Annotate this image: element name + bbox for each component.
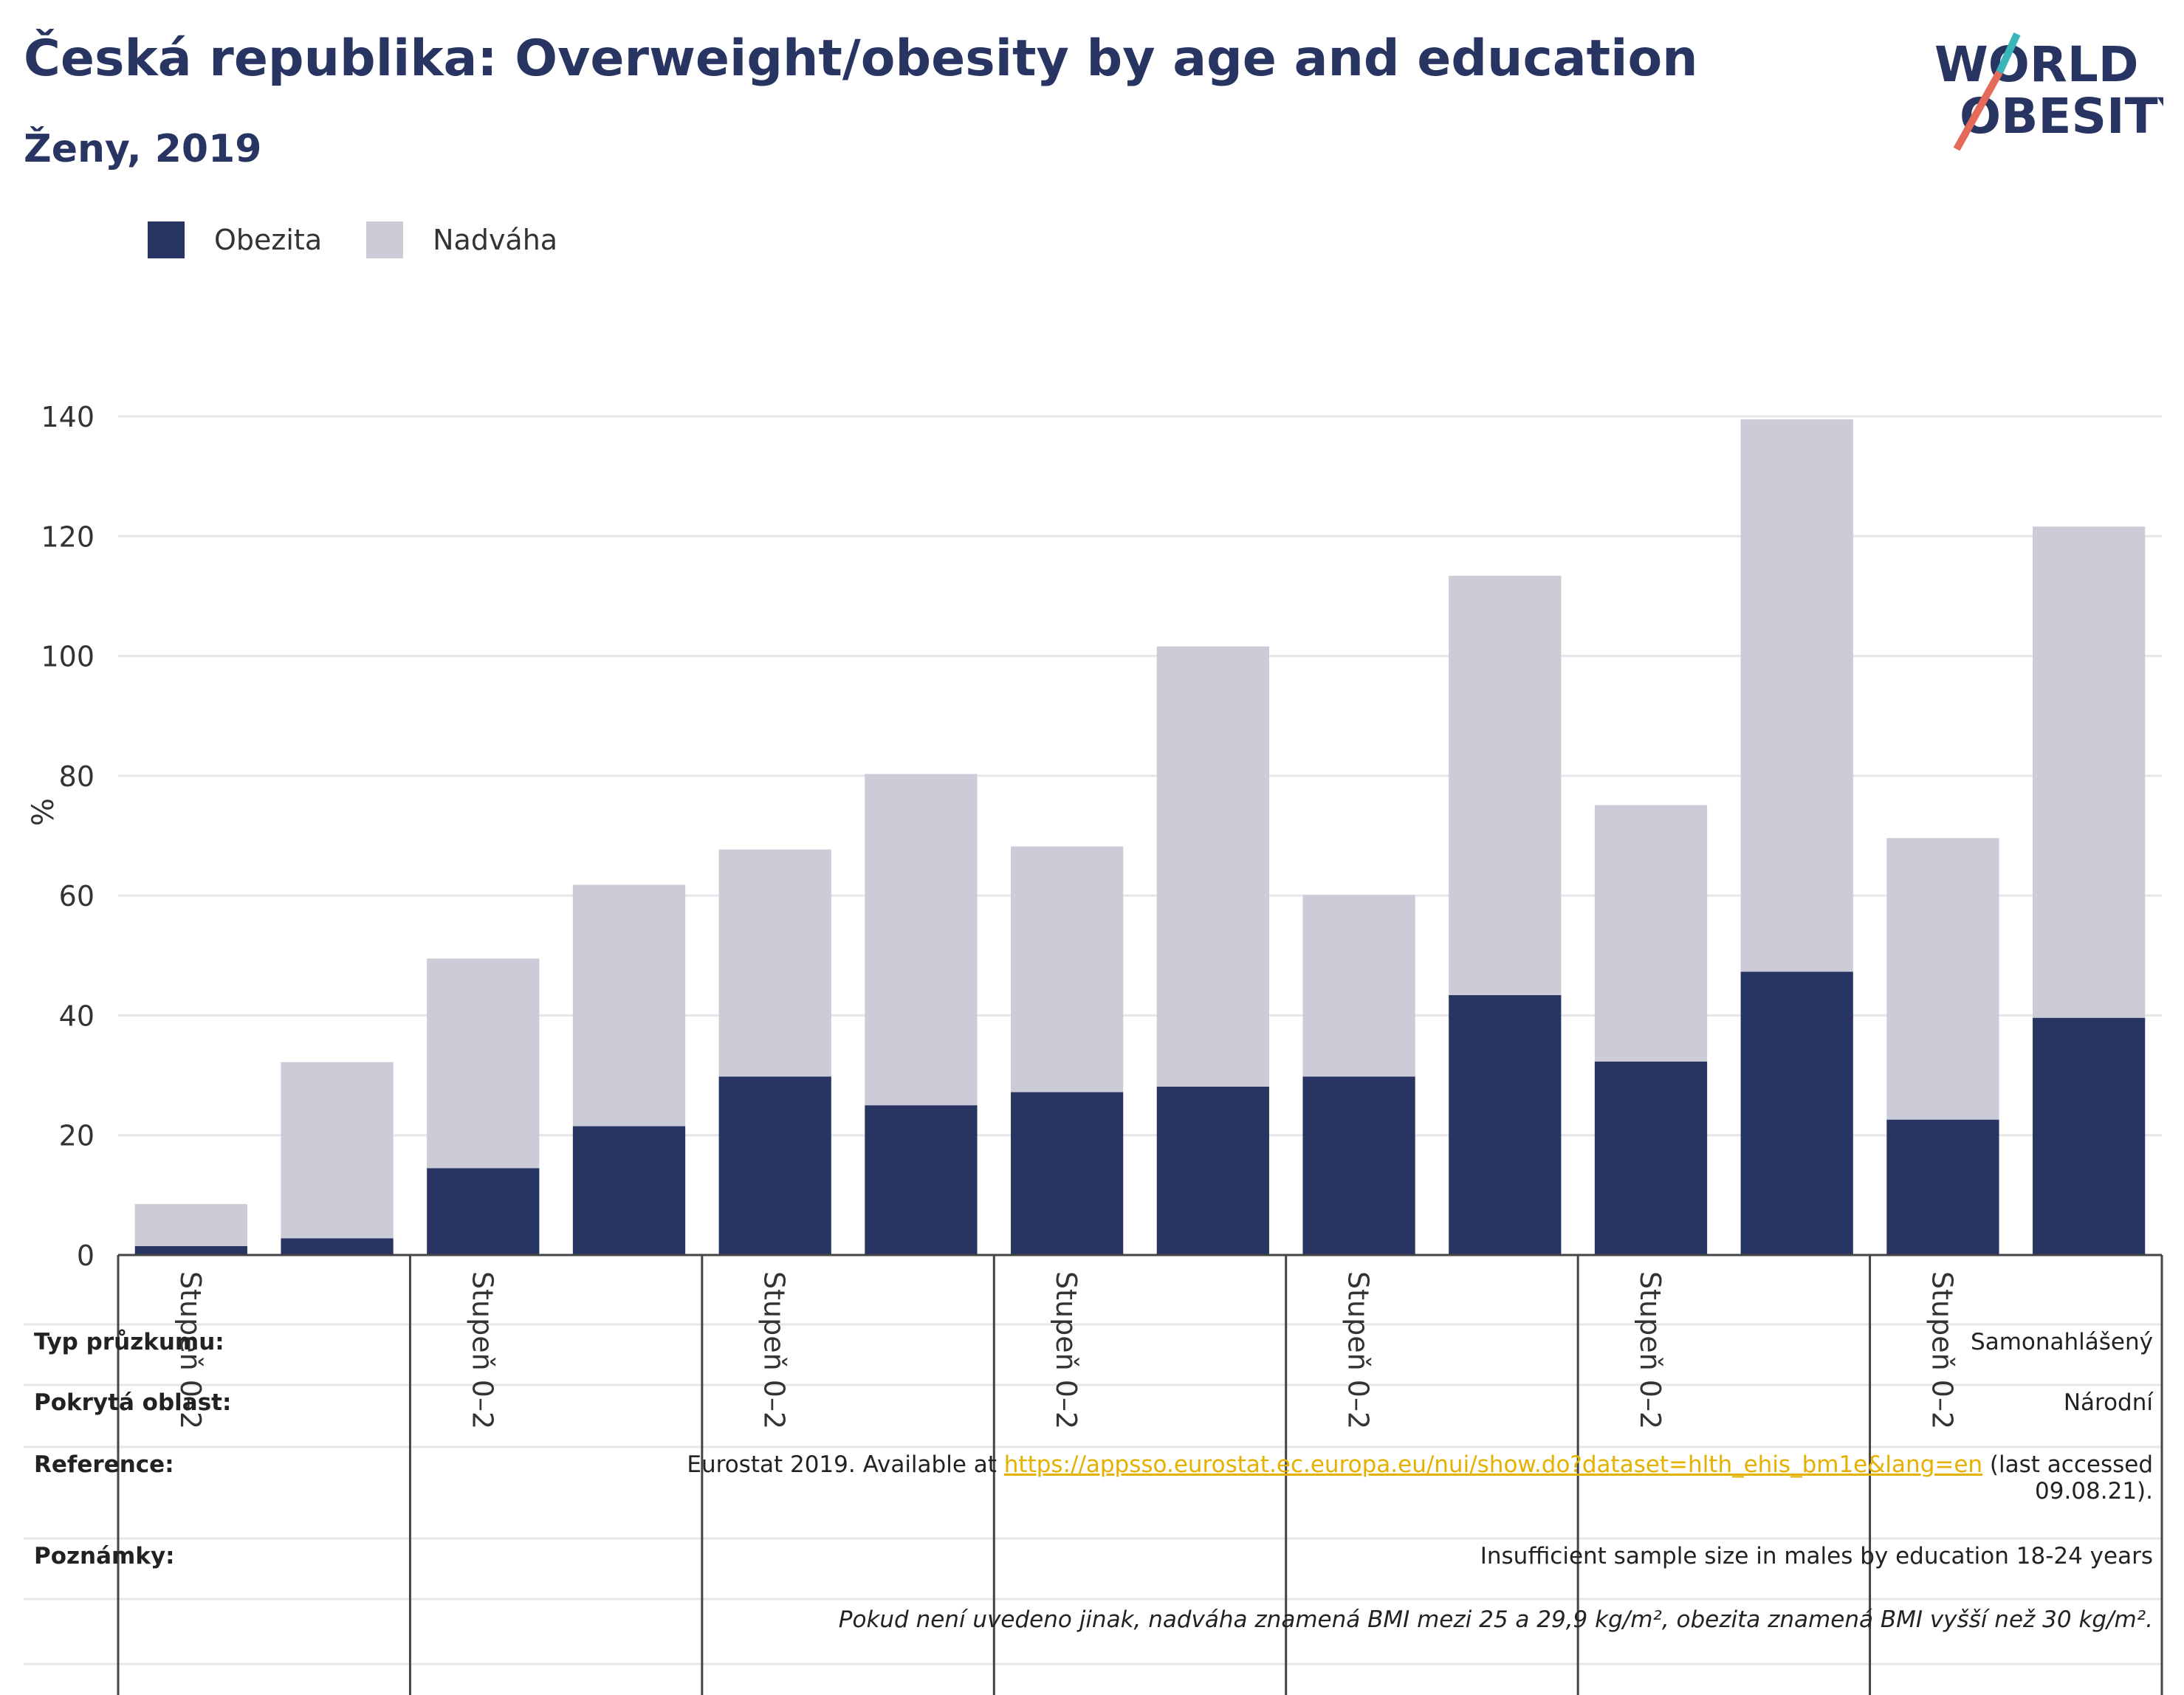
y-tick-label: 60	[59, 880, 95, 912]
bar-obesity	[1740, 972, 1853, 1255]
definition-note: Pokud není uvedeno jinak, nadváha znamen…	[838, 1606, 2153, 1633]
legend-label-overweight: Nadváha	[433, 224, 558, 256]
legend-swatch-obesity	[148, 221, 185, 258]
bar-overweight	[1302, 895, 1415, 1077]
legend-label-obesity: Obezita	[214, 224, 323, 256]
logo-teal-slash	[1996, 32, 2021, 75]
axes: 0 20 40 60 80 100 120 140 Stupeň 0–2 Stupeň 0–2 St…	[41, 401, 2163, 1695]
y-axis-label: %	[27, 798, 61, 826]
x-group-label: Stupeň 0–2	[174, 1271, 207, 1429]
bar-obesity	[427, 1168, 540, 1255]
survey-type-value: Samonahlášený	[1971, 1329, 2153, 1355]
bar-obesity	[134, 1245, 247, 1255]
y-tick-label: 80	[59, 760, 95, 793]
x-group-label: Stupeň 0–2	[1050, 1271, 1082, 1429]
bar-obesity	[1594, 1061, 1708, 1255]
x-group-label: Stupeň 0–2	[1342, 1271, 1375, 1429]
y-tick-label: 40	[59, 1000, 95, 1032]
bar-obesity	[718, 1076, 831, 1255]
bar-obesity	[1011, 1092, 1124, 1255]
bar-obesity	[1886, 1119, 1999, 1255]
area-value: Národní	[2063, 1389, 2153, 1416]
notes-value: Insufficient sample size in males by edu…	[1480, 1543, 2153, 1569]
y-tick-label: 140	[41, 401, 95, 433]
reference-prefix: Eurostat 2019. Available at	[687, 1451, 997, 1478]
chart-legend: Obezita Nadváha	[148, 221, 602, 258]
chart-subtitle: Ženy, 2019	[24, 127, 262, 171]
bar-overweight	[572, 884, 686, 1127]
x-group-label: Stupeň 0–2	[1634, 1271, 1666, 1429]
bar-obesity	[2033, 1017, 2146, 1255]
bar-overweight	[1740, 419, 1853, 972]
reference-suffix: (last accessed	[1989, 1451, 2153, 1478]
area-label: Pokrytá oblast:	[34, 1389, 232, 1416]
bar-overweight	[1011, 846, 1124, 1093]
bar-overweight	[1594, 805, 1708, 1062]
legend-swatch-overweight	[366, 221, 404, 258]
x-group-label: Stupeň 0–2	[758, 1271, 791, 1429]
bar-overweight	[134, 1204, 247, 1246]
notes-label: Poznámky:	[34, 1543, 175, 1569]
bar-obesity	[1302, 1076, 1415, 1255]
logo-coral-slash	[1953, 70, 2003, 151]
world-obesity-logo: WORLD OBESITY	[1927, 30, 2184, 162]
bar-overweight	[2033, 526, 2146, 1018]
reference-label: Reference:	[34, 1451, 174, 1478]
bar-overweight	[718, 849, 831, 1077]
bar-obesity	[865, 1105, 978, 1255]
bars	[134, 419, 2146, 1255]
bar-overweight	[1156, 646, 1269, 1087]
bar-overweight	[1449, 575, 1562, 995]
bar-obesity	[1156, 1086, 1269, 1255]
reference-value: Eurostat 2019. Available at https://apps…	[687, 1451, 2153, 1505]
y-tick-label: 120	[41, 520, 95, 553]
y-tick-label: 0	[77, 1240, 95, 1272]
logo-line1: WORLD	[1934, 36, 2139, 93]
logo-line2: OBESITY	[1960, 88, 2163, 145]
bar-overweight	[865, 774, 978, 1106]
reference-link[interactable]: https://appsso.eurostat.ec.europa.eu/nui…	[1003, 1451, 1983, 1478]
chart-title: Česká republika: Overweight/obesity by a…	[24, 30, 1698, 88]
bar-obesity	[1449, 994, 1562, 1255]
reference-suffix-date: 09.08.21).	[2035, 1478, 2153, 1505]
bar-obesity	[572, 1126, 686, 1255]
bar-overweight	[281, 1062, 394, 1239]
bar-overweight	[427, 958, 540, 1169]
y-tick-label: 20	[59, 1120, 95, 1152]
bar-overweight	[1886, 838, 1999, 1120]
survey-type-label: Typ průzkumu:	[34, 1329, 224, 1355]
y-tick-label: 100	[41, 641, 95, 673]
x-group-label: Stupeň 0–2	[1926, 1271, 1958, 1429]
bar-obesity	[281, 1238, 394, 1255]
x-group-label: Stupeň 0–2	[466, 1271, 498, 1429]
